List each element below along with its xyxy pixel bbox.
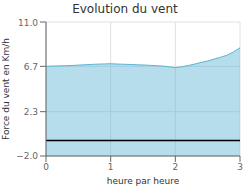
svg-text:2.3: 2.3 <box>24 107 38 117</box>
svg-text:3: 3 <box>237 162 242 172</box>
svg-text:2: 2 <box>172 162 178 172</box>
html-text:Evolution du vent: Evolution du vent <box>72 2 178 16</box>
svg-text:6.7: 6.7 <box>24 62 38 72</box>
svg-text:−2.0: −2.0 <box>16 151 38 161</box>
svg-text:heure par heure: heure par heure <box>107 176 180 186</box>
svg-text:1: 1 <box>108 162 114 172</box>
svg-text:11.0: 11.0 <box>18 18 38 28</box>
svg-text:Force du vent en Km/h: Force du vent en Km/h <box>8 38 11 140</box>
svg-text:0: 0 <box>43 162 49 172</box>
